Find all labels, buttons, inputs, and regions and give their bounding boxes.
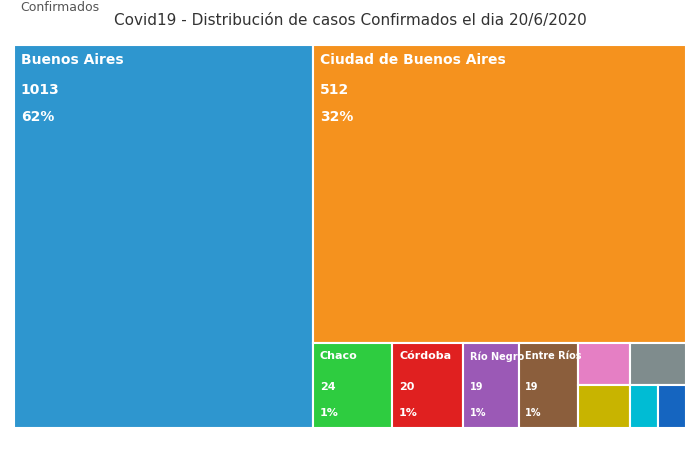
Text: Ciudad de Buenos Aires: Ciudad de Buenos Aires [320,53,505,67]
Text: 24: 24 [320,382,335,392]
Bar [630,385,658,428]
Bar [519,343,578,428]
Bar [14,45,313,428]
Text: 1%: 1% [526,409,542,419]
Text: Buenos Aires: Buenos Aires [21,53,123,67]
Text: Córdoba: Córdoba [399,351,452,361]
Text: Covid19 - Distribución de casos Confirmados el dia 20/6/2020: Covid19 - Distribución de casos Confirma… [113,14,587,28]
Text: 20: 20 [399,382,414,392]
Text: 19: 19 [470,382,483,392]
Text: Confirmados: Confirmados [21,1,100,14]
Bar [313,343,392,428]
Bar [578,385,630,428]
Text: 1%: 1% [470,409,486,419]
Text: 1013: 1013 [21,83,60,97]
Text: 1%: 1% [320,409,339,419]
Text: 62%: 62% [21,110,54,124]
Bar [630,343,686,385]
Text: Entre Ríos: Entre Ríos [526,351,582,361]
Bar [313,45,686,343]
Bar [658,385,686,428]
Text: 512: 512 [320,83,349,97]
Bar [392,343,463,428]
Text: 32%: 32% [320,110,353,124]
Bar [578,343,630,385]
Text: Río Negro: Río Negro [470,351,524,361]
Text: 19: 19 [526,382,539,392]
Text: Chaco: Chaco [320,351,358,361]
Text: 1%: 1% [399,409,418,419]
Bar [463,343,519,428]
